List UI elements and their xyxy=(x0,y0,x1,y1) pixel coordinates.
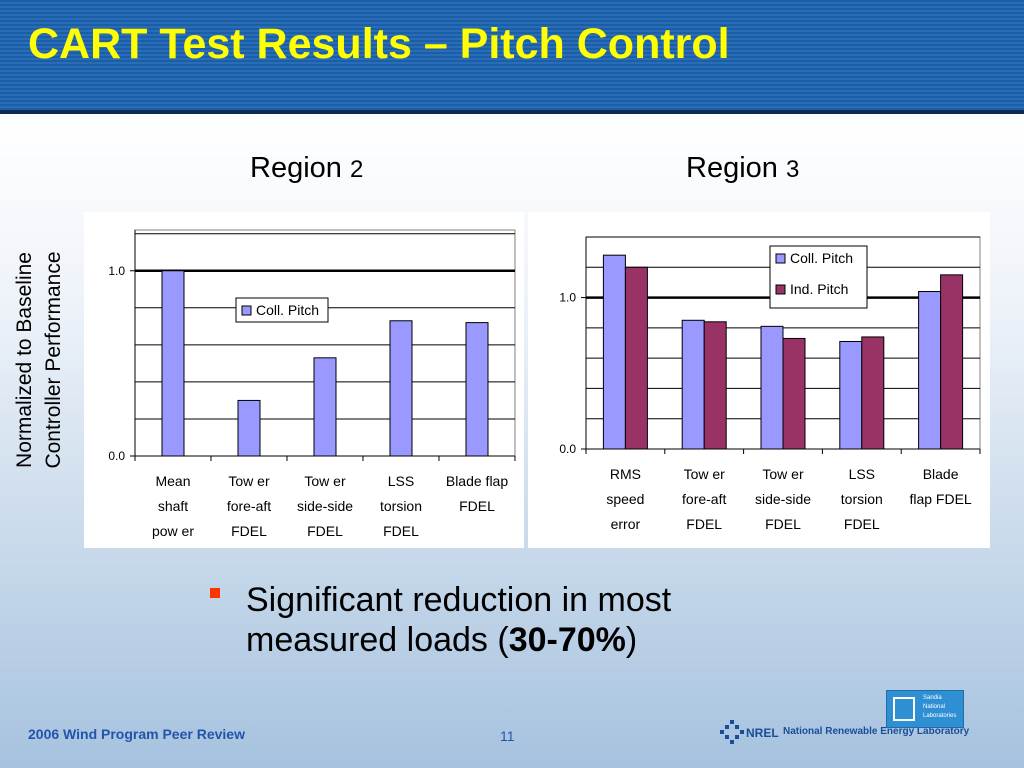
category-label: Tow er xyxy=(304,473,346,489)
legend-swatch xyxy=(241,305,252,316)
sandia-line2: National xyxy=(923,704,946,710)
region-3-number: 3 xyxy=(785,156,800,183)
category-label: side-side xyxy=(297,498,353,514)
sandia-logo-text: Sandia National Laboratories xyxy=(923,694,956,721)
region-3-word: Region xyxy=(686,152,778,184)
footer-event: 2006 Wind Program Peer Review xyxy=(28,726,245,742)
category-label: FDEL xyxy=(231,523,267,539)
bar xyxy=(624,266,648,450)
y-axis-label-line2: Controller Performance xyxy=(42,251,65,468)
category-label: FDEL xyxy=(844,516,880,532)
y-axis-label-line1: Normalized to Baseline xyxy=(13,252,36,468)
bullet-line1: Significant reduction in most xyxy=(246,581,672,619)
shared-y-axis-label: Normalized to Baseline Controller Perfor… xyxy=(13,251,65,468)
bar xyxy=(782,337,806,450)
category-label: FDEL xyxy=(459,498,495,514)
category-label: error xyxy=(611,516,641,532)
bullet-square-icon xyxy=(210,588,220,598)
bar xyxy=(681,319,705,450)
legend-label: Coll. Pitch xyxy=(790,250,853,266)
category-label: fore-aft xyxy=(227,498,271,514)
y-tick-label: 0.0 xyxy=(108,449,125,463)
category-label: Tow er xyxy=(228,473,270,489)
bar xyxy=(237,399,261,457)
title-bar-rule xyxy=(0,110,1024,114)
bar xyxy=(602,254,626,450)
region-2-label: Region 2 xyxy=(250,152,363,185)
category-label: RMS xyxy=(610,466,641,482)
region-3-chart: 0.0 1.0 RMS speed error Tow er fore-aft FDEL Tow… xyxy=(559,236,981,532)
category-label: torsion xyxy=(841,491,883,507)
legend-swatch xyxy=(775,253,786,264)
sandia-line1: Sandia xyxy=(923,695,942,701)
category-label: LSS xyxy=(849,466,875,482)
title-bar xyxy=(0,0,1024,110)
bar xyxy=(940,274,964,450)
bar xyxy=(760,325,784,450)
category-label: pow er xyxy=(152,523,194,539)
category-label: LSS xyxy=(388,473,414,489)
legend-swatch xyxy=(775,284,786,295)
category-label: flap FDEL xyxy=(909,491,971,507)
nrel-name: National Renewable Energy Laboratory xyxy=(783,726,970,737)
nrel-logo-text: NREL xyxy=(746,726,779,740)
bar xyxy=(465,322,489,457)
region-2-word: Region xyxy=(250,152,342,184)
sandia-line3: Laboratories xyxy=(923,713,957,719)
y-tick-label: 1.0 xyxy=(108,264,125,278)
region-2-chart: 0.0 1.0 Mean shaft pow er Tow er fore-aft FDEL T… xyxy=(108,229,516,539)
category-label: Tow er xyxy=(684,466,726,482)
category-label: Mean xyxy=(155,473,190,489)
category-label: side-side xyxy=(755,491,811,507)
category-label: Blade xyxy=(923,466,959,482)
y-tick-label: 0.0 xyxy=(559,442,576,456)
legend-box xyxy=(769,245,868,309)
bar xyxy=(389,320,413,457)
bar xyxy=(861,336,885,450)
category-label: speed xyxy=(606,491,644,507)
legend-label: Coll. Pitch xyxy=(256,302,319,318)
bar xyxy=(313,357,337,457)
bar xyxy=(703,321,727,450)
category-label: FDEL xyxy=(307,523,343,539)
bullet-line2-suffix: ) xyxy=(625,621,638,659)
sandia-logo: Sandia National Laboratories xyxy=(886,690,964,728)
region-3-chart-panel: 0.0 1.0 RMS speed error Tow er fore-aft FDEL Tow… xyxy=(528,212,990,548)
category-label: fore-aft xyxy=(682,491,726,507)
category-label: FDEL xyxy=(686,516,722,532)
category-label: FDEL xyxy=(383,523,419,539)
bullet-line2-bold: 30-70% xyxy=(508,621,626,659)
bullet-line2-prefix: measured loads ( xyxy=(246,621,509,659)
category-label: shaft xyxy=(158,498,188,514)
legend-label: Ind. Pitch xyxy=(790,281,848,297)
category-label: Blade flap xyxy=(446,473,508,489)
slide-title: CART Test Results – Pitch Control xyxy=(28,20,730,68)
sandia-thunderbird-icon xyxy=(893,697,915,721)
bar xyxy=(918,291,942,450)
bar xyxy=(839,340,863,450)
category-label: torsion xyxy=(380,498,422,514)
nrel-logo-icon: NREL xyxy=(720,720,779,744)
category-label: Tow er xyxy=(762,466,804,482)
region-2-chart-panel: 0.0 1.0 Mean shaft pow er Tow er fore-aft FDEL T… xyxy=(84,212,524,548)
bar xyxy=(161,270,185,457)
page-number: 11 xyxy=(500,728,515,744)
category-label: FDEL xyxy=(765,516,801,532)
region-2-number: 2 xyxy=(349,156,364,183)
region-3-label: Region 3 xyxy=(686,152,799,185)
y-tick-label: 1.0 xyxy=(559,291,576,305)
bullet-text: Significant reduction in most measured l… xyxy=(246,580,806,660)
